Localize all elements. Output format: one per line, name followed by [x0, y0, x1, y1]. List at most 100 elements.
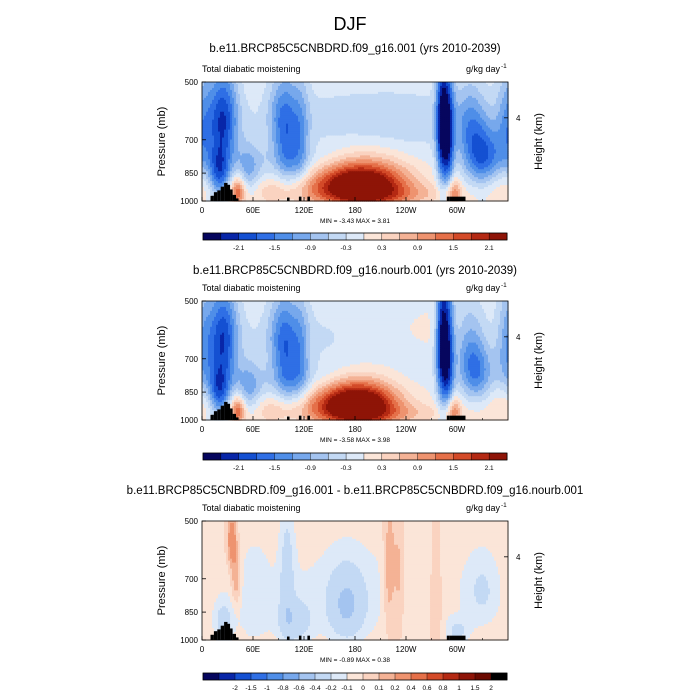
contour-cell — [268, 103, 271, 107]
contour-cell — [426, 82, 429, 85]
contour-cell — [490, 109, 493, 113]
contour-cell — [348, 83, 351, 87]
contour-cell — [204, 95, 207, 99]
contour-cell — [494, 99, 497, 103]
contour-cell — [412, 105, 415, 109]
contour-cell — [396, 83, 399, 87]
contour-cell — [278, 97, 281, 101]
contour-cell — [378, 123, 381, 127]
contour-cell — [270, 89, 273, 93]
contour-cell — [354, 89, 357, 93]
contour-cell — [264, 82, 267, 85]
contour-cell — [438, 83, 441, 87]
contour-cell — [264, 101, 267, 105]
contour-cell — [430, 101, 433, 105]
contour-cell — [284, 105, 287, 109]
contour-cell — [502, 97, 505, 101]
contour-cell — [444, 117, 447, 121]
contour-cell — [334, 95, 337, 99]
contour-cell — [372, 113, 375, 117]
contour-cell — [354, 109, 357, 113]
contour-cell — [264, 115, 267, 119]
contour-cell — [220, 109, 223, 113]
contour-cell — [420, 85, 423, 89]
contour-cell — [366, 83, 369, 87]
contour-cell — [364, 111, 367, 115]
contour-cell — [352, 97, 355, 101]
contour-cell — [440, 101, 443, 105]
contour-cell — [464, 105, 467, 109]
contour-cell — [452, 115, 455, 119]
contour-cell — [392, 121, 395, 125]
contour-cell — [328, 82, 331, 85]
contour-cell — [216, 93, 219, 97]
contour-cell — [232, 97, 235, 101]
contour-cell — [352, 113, 355, 117]
contour-cell — [240, 89, 243, 93]
contour-cell — [500, 99, 503, 103]
contour-cell — [366, 93, 369, 97]
contour-cell — [218, 85, 221, 89]
contour-cell — [506, 83, 509, 87]
contour-cell — [436, 83, 439, 87]
contour-cell — [390, 115, 393, 119]
contour-cell — [452, 125, 455, 129]
contour-cell — [388, 121, 391, 125]
contour-cell — [252, 115, 255, 119]
contour-cell — [410, 117, 413, 121]
contour-cell — [228, 83, 231, 87]
contour-cell — [476, 95, 479, 99]
contour-cell — [312, 91, 315, 95]
contour-cell — [456, 99, 459, 103]
contour-cell — [422, 123, 425, 127]
contour-cell — [272, 95, 275, 99]
contour-cell — [426, 125, 429, 129]
contour-cell — [274, 85, 277, 89]
contour-cell — [316, 99, 319, 103]
contour-cell — [430, 107, 433, 111]
contour-cell — [310, 99, 313, 103]
contour-cell — [250, 103, 253, 107]
contour-cell — [372, 99, 375, 103]
contour-cell — [274, 87, 277, 91]
contour-cell — [388, 109, 391, 113]
contour-cell — [332, 87, 335, 91]
contour-cell — [340, 91, 343, 95]
contour-cell — [506, 89, 509, 93]
contour-cell — [374, 97, 377, 101]
contour-cell — [278, 109, 281, 113]
contour-cell — [426, 117, 429, 121]
contour-cell — [416, 113, 419, 117]
contour-cell — [462, 99, 465, 103]
contour-cell — [230, 117, 233, 121]
contour-cell — [414, 117, 417, 121]
contour-cell — [364, 119, 367, 123]
contour-cell — [288, 83, 291, 87]
contour-cell — [478, 109, 481, 113]
contour-cell — [370, 101, 373, 105]
contour-cell — [422, 111, 425, 115]
contour-cell — [252, 123, 255, 127]
contour-cell — [436, 105, 439, 109]
contour-cell — [220, 95, 223, 99]
contour-cell — [412, 99, 415, 103]
contour-cell — [490, 99, 493, 103]
contour-cell — [478, 111, 481, 115]
contour-cell — [468, 121, 471, 125]
contour-cell — [460, 82, 463, 85]
contour-cell — [248, 113, 251, 117]
contour-cell — [296, 82, 299, 85]
contour-cell — [300, 119, 303, 123]
contour-cell — [290, 99, 293, 103]
contour-cell — [420, 121, 423, 125]
contour-cell — [342, 123, 345, 127]
contour-cell — [380, 107, 383, 111]
contour-cell — [412, 109, 415, 113]
contour-cell — [436, 121, 439, 125]
contour-cell — [226, 123, 229, 127]
contour-cell — [254, 82, 257, 85]
contour-cell — [368, 83, 371, 87]
contour-cell — [472, 115, 475, 119]
contour-cell — [204, 91, 207, 95]
contour-cell — [506, 105, 509, 109]
